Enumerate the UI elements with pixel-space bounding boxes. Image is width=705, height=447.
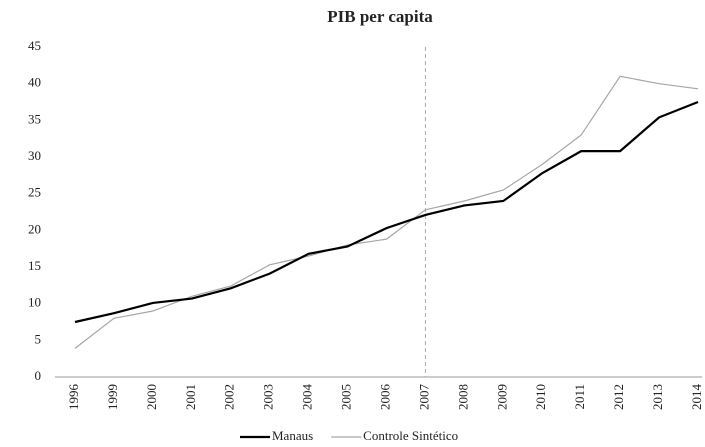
legend-label: Manaus — [272, 428, 313, 443]
series-line — [74, 100, 699, 324]
x-tick-label: 2002 — [222, 384, 237, 410]
y-tick-label: 5 — [35, 331, 42, 346]
y-tick-label: 30 — [28, 148, 41, 163]
y-tick-label: 15 — [28, 258, 41, 273]
x-tick-label: 2008 — [455, 384, 470, 410]
y-tick-label: 0 — [35, 368, 42, 383]
x-tick-label: 2010 — [533, 384, 548, 410]
y-tick-label: 45 — [28, 38, 41, 53]
y-tick-label: 40 — [28, 75, 41, 90]
y-tick-label: 35 — [28, 111, 41, 126]
x-tick-label: 2000 — [144, 384, 159, 410]
x-tick-label: 2004 — [300, 384, 315, 411]
x-tick-label: 2014 — [689, 384, 704, 411]
x-tick-label: 2003 — [261, 384, 276, 410]
x-tick-label: 2005 — [339, 384, 354, 410]
x-tick-label: 2011 — [572, 384, 587, 410]
x-tick-label: 2006 — [377, 384, 392, 411]
x-tick-label: 1999 — [105, 384, 120, 410]
x-tick-label: 2009 — [494, 384, 509, 410]
chart-title: PIB per capita — [327, 7, 433, 26]
y-tick-label: 20 — [28, 221, 41, 236]
y-tick-label: 10 — [28, 295, 41, 310]
y-tick-label: 25 — [28, 185, 41, 200]
x-tick-label: 2013 — [650, 384, 665, 410]
x-tick-label: 2001 — [183, 384, 198, 410]
series-line — [74, 75, 699, 349]
x-tick-label: 1996 — [66, 384, 81, 411]
x-tick-label: 2012 — [611, 384, 626, 410]
x-tick-label: 2007 — [416, 384, 431, 411]
legend-label: Controle Sintético — [363, 428, 458, 443]
